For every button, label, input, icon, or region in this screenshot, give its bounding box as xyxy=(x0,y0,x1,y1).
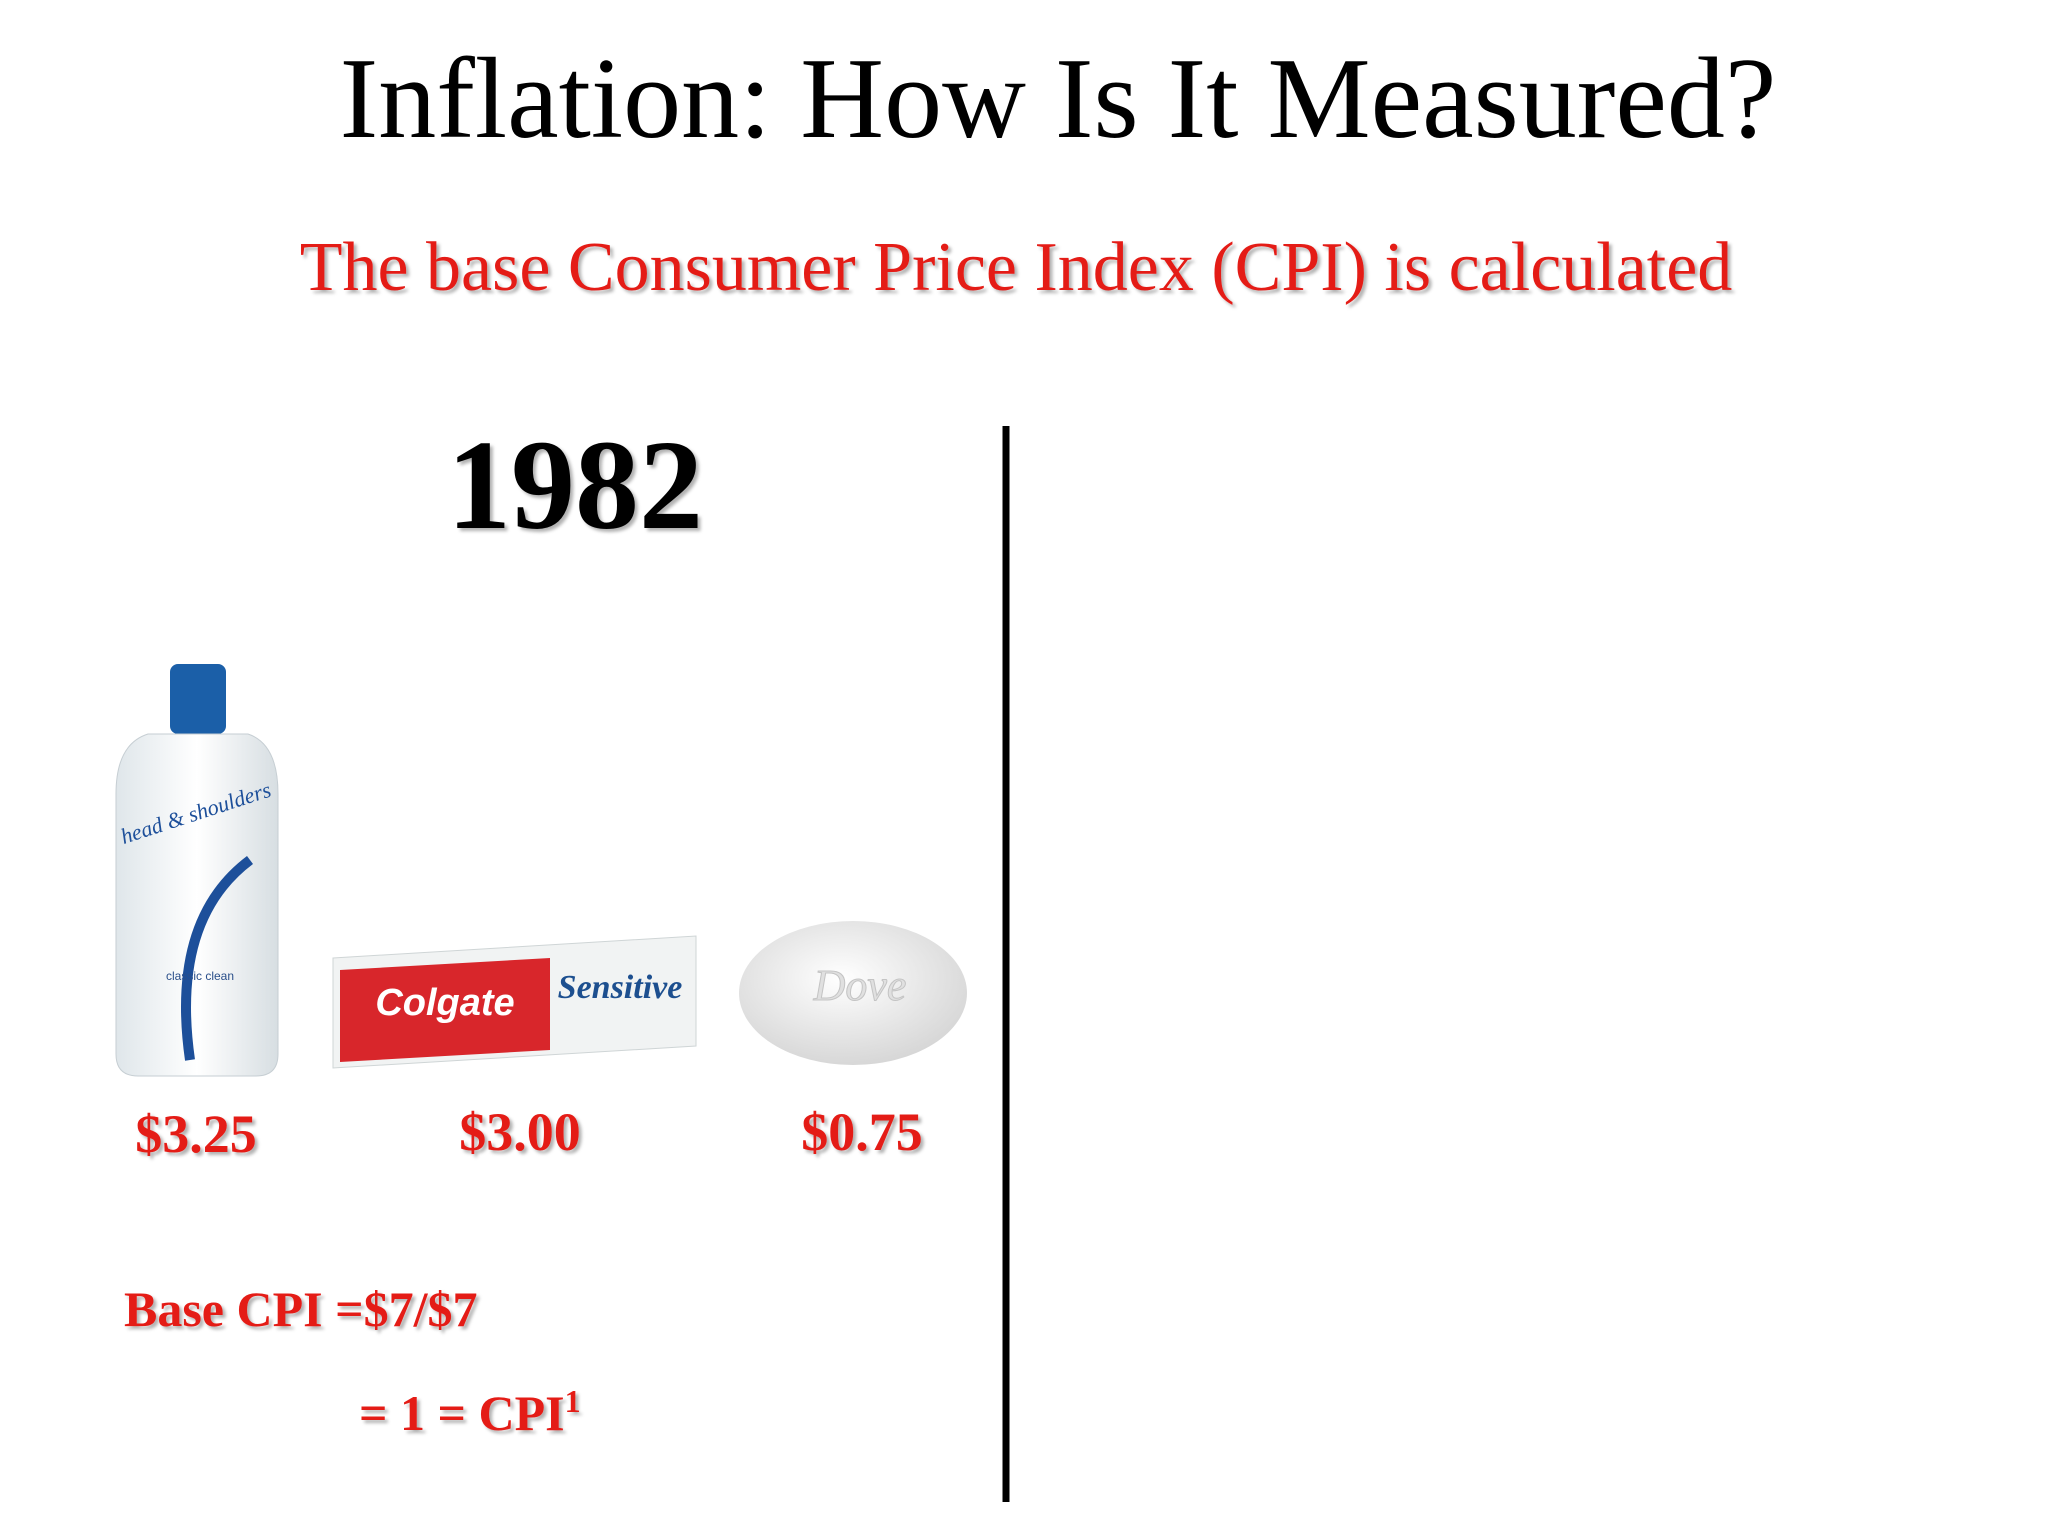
price-label: $3.00 xyxy=(459,1102,581,1162)
slide-title: Inflation: How Is It Measured? xyxy=(340,35,1777,163)
price-label: $3.25 xyxy=(135,1104,257,1164)
price-label: $0.75 xyxy=(801,1102,923,1162)
soap-bar xyxy=(739,921,967,1065)
bottle-cap xyxy=(170,664,226,734)
slide-subtitle: The base Consumer Price Index (CPI) is c… xyxy=(300,229,1733,306)
formula-line: = 1 = CPI1 xyxy=(359,1383,581,1441)
bottle-swoosh xyxy=(181,856,254,1061)
toothpaste-variant: Sensitive xyxy=(558,969,683,1006)
formula-text: = 1 = CPI xyxy=(359,1385,565,1441)
formula-line: Base CPI =$7/$7 xyxy=(124,1281,478,1337)
shampoo-variant: classic clean xyxy=(166,969,234,983)
bottle-body xyxy=(115,733,279,1077)
formula-superscript: 1 xyxy=(565,1383,581,1419)
box-red-panel xyxy=(340,958,550,1062)
soap-brand: Dove xyxy=(813,961,907,1010)
toothpaste-brand: Colgate xyxy=(375,982,514,1024)
toothpaste-image: Colgate Sensitive xyxy=(332,935,697,1069)
year-label: 1982 xyxy=(447,414,703,556)
shampoo-image: head & shoulders classic clean xyxy=(115,664,279,1077)
soap-image: Dove xyxy=(739,921,967,1065)
